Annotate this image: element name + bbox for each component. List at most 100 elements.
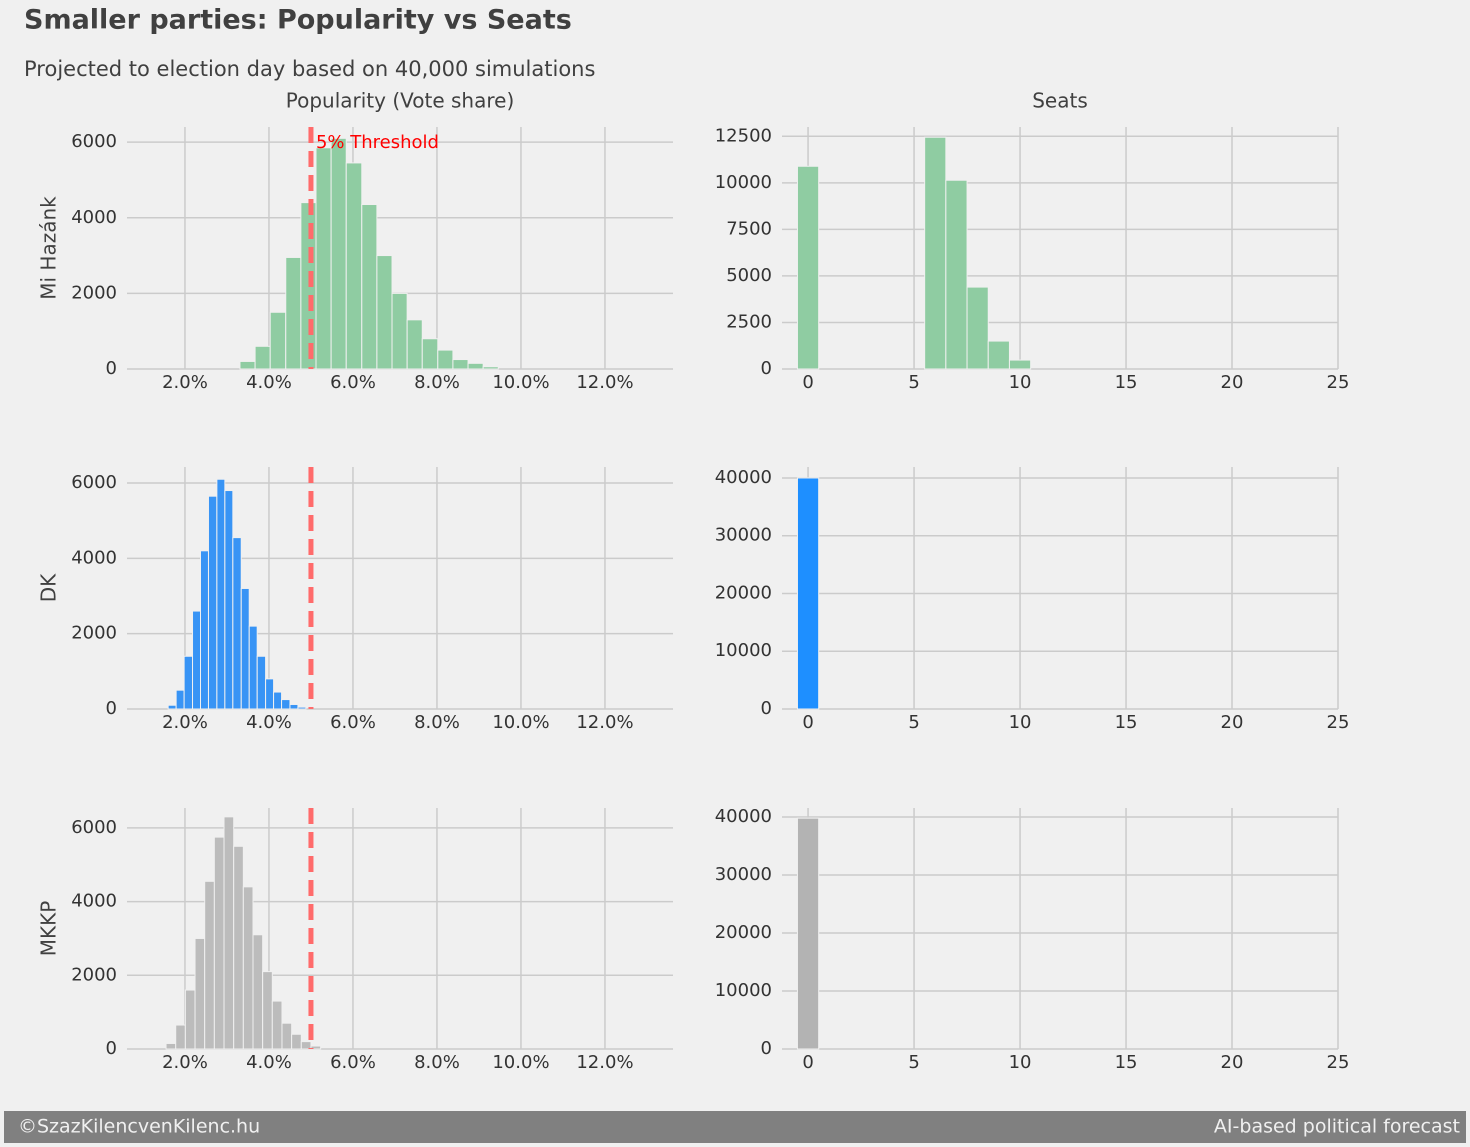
- histogram-bar: [376, 255, 393, 370]
- histogram-bar: [289, 703, 299, 710]
- y-tick-label: 0: [106, 358, 117, 379]
- histogram-bar: [421, 338, 439, 370]
- histogram-bar: [192, 610, 202, 710]
- histogram-bar: [175, 689, 185, 710]
- x-tick-label: 25: [1327, 372, 1350, 393]
- histogram-bar: [184, 989, 196, 1050]
- histogram-bar: [175, 1024, 186, 1050]
- x-tick-label: 15: [1115, 712, 1138, 733]
- y-tick-label: 30000: [715, 864, 772, 885]
- x-tick-label: 4.0%: [246, 712, 292, 733]
- histogram-bar: [183, 655, 194, 710]
- x-tick-label: 10.0%: [492, 372, 549, 393]
- y-tick-label: 40000: [715, 467, 772, 488]
- histogram-bar: [240, 587, 250, 710]
- histogram-bar: [437, 349, 454, 370]
- histogram-bar: [330, 137, 347, 370]
- x-tick-label: 8.0%: [414, 712, 460, 733]
- x-tick-label: 20: [1221, 372, 1244, 393]
- x-tick-label: 5: [908, 712, 919, 733]
- histogram-bar: [216, 478, 226, 710]
- y-tick-label: 7500: [726, 218, 772, 239]
- histogram-bar: [262, 971, 273, 1050]
- x-tick-label: 0: [802, 712, 813, 733]
- x-tick-label: 5: [908, 372, 919, 393]
- histogram-bar: [165, 1042, 177, 1050]
- histogram-bar: [300, 202, 317, 370]
- x-tick-label: 6.0%: [330, 712, 376, 733]
- histogram-bar: [242, 886, 254, 1050]
- histogram-bar: [391, 292, 408, 370]
- x-tick-label: 2.0%: [162, 372, 208, 393]
- histogram-bar: [252, 934, 264, 1050]
- y-tick-label: 0: [761, 358, 772, 379]
- figure-title: Smaller parties: Popularity vs Seats: [24, 5, 572, 36]
- y-tick-label: 0: [106, 1038, 117, 1059]
- y-tick-label: 0: [106, 698, 117, 719]
- histogram-bar: [207, 495, 218, 710]
- footer-left: ©SzazKilencvenKilenc.hu: [18, 1116, 260, 1138]
- y-tick-label: 5000: [726, 265, 772, 286]
- histogram-bar: [281, 699, 291, 710]
- x-tick-label: 5: [908, 1052, 919, 1073]
- y-tick-label: 0: [761, 1038, 772, 1059]
- histogram-bar: [300, 1041, 312, 1050]
- x-tick-label: 12.0%: [576, 712, 633, 733]
- y-tick-label: 12500: [715, 125, 772, 146]
- x-tick-label: 8.0%: [414, 372, 460, 393]
- x-tick-label: 0: [802, 1052, 813, 1073]
- x-tick-label: 8.0%: [414, 1052, 460, 1073]
- y-tick-label: 6000: [71, 472, 117, 493]
- y-tick-label: 4000: [71, 891, 117, 912]
- x-tick-label: 15: [1115, 1052, 1138, 1073]
- histogram-bar: [200, 550, 209, 710]
- histogram-bar: [315, 147, 332, 370]
- histogram-bar: [204, 880, 215, 1050]
- y-tick-label: 10000: [715, 172, 772, 193]
- y-tick-label: 4000: [71, 207, 117, 228]
- histogram-bar: [406, 319, 423, 370]
- y-tick-label: 6000: [71, 131, 117, 152]
- x-tick-label: 4.0%: [246, 1052, 292, 1073]
- y-tick-label: 2500: [726, 311, 772, 332]
- y-tick-label: 10000: [715, 980, 772, 1001]
- histogram-bar: [285, 256, 302, 370]
- histogram-bar: [987, 340, 1010, 370]
- y-tick-label: 20000: [715, 582, 772, 603]
- histogram-bar: [924, 136, 947, 370]
- x-tick-label: 6.0%: [330, 372, 376, 393]
- threshold-annotation: 5% Threshold: [316, 132, 439, 153]
- x-tick-label: 12.0%: [576, 372, 633, 393]
- y-tick-label: 10000: [715, 640, 772, 661]
- histogram-bar: [256, 655, 267, 710]
- x-tick-label: 15: [1115, 372, 1138, 393]
- histogram-bar: [291, 1033, 302, 1050]
- histogram-bar: [482, 366, 499, 370]
- histogram-bar: [796, 817, 820, 1050]
- x-tick-label: 25: [1327, 1052, 1350, 1073]
- histogram-bar: [265, 678, 275, 710]
- x-tick-label: 20: [1221, 712, 1244, 733]
- x-tick-label: 6.0%: [330, 1052, 376, 1073]
- y-tick-label: 30000: [715, 525, 772, 546]
- footer-right: AI-based political forecast: [1214, 1116, 1460, 1138]
- x-tick-label: 10.0%: [492, 1052, 549, 1073]
- y-tick-label: 20000: [715, 922, 772, 943]
- column-title: Seats: [1032, 89, 1088, 113]
- histogram-bar: [224, 490, 234, 710]
- histogram-bar: [273, 691, 283, 710]
- figure-subtitle: Projected to election day based on 40,00…: [24, 57, 595, 81]
- histogram-bar: [233, 845, 244, 1050]
- x-tick-label: 10: [1009, 1052, 1032, 1073]
- histogram-bar: [945, 179, 968, 370]
- histogram-bar: [467, 362, 484, 370]
- histogram-bar: [254, 345, 271, 370]
- histogram-bar: [361, 204, 378, 370]
- x-tick-label: 25: [1327, 712, 1350, 733]
- y-tick-label: 40000: [715, 806, 772, 827]
- column-title: Popularity (Vote share): [286, 89, 515, 113]
- y-tick-label: 2000: [71, 964, 117, 985]
- x-tick-label: 2.0%: [162, 712, 208, 733]
- x-tick-label: 10: [1009, 372, 1032, 393]
- y-axis-label: Mi Hazánk: [37, 196, 61, 300]
